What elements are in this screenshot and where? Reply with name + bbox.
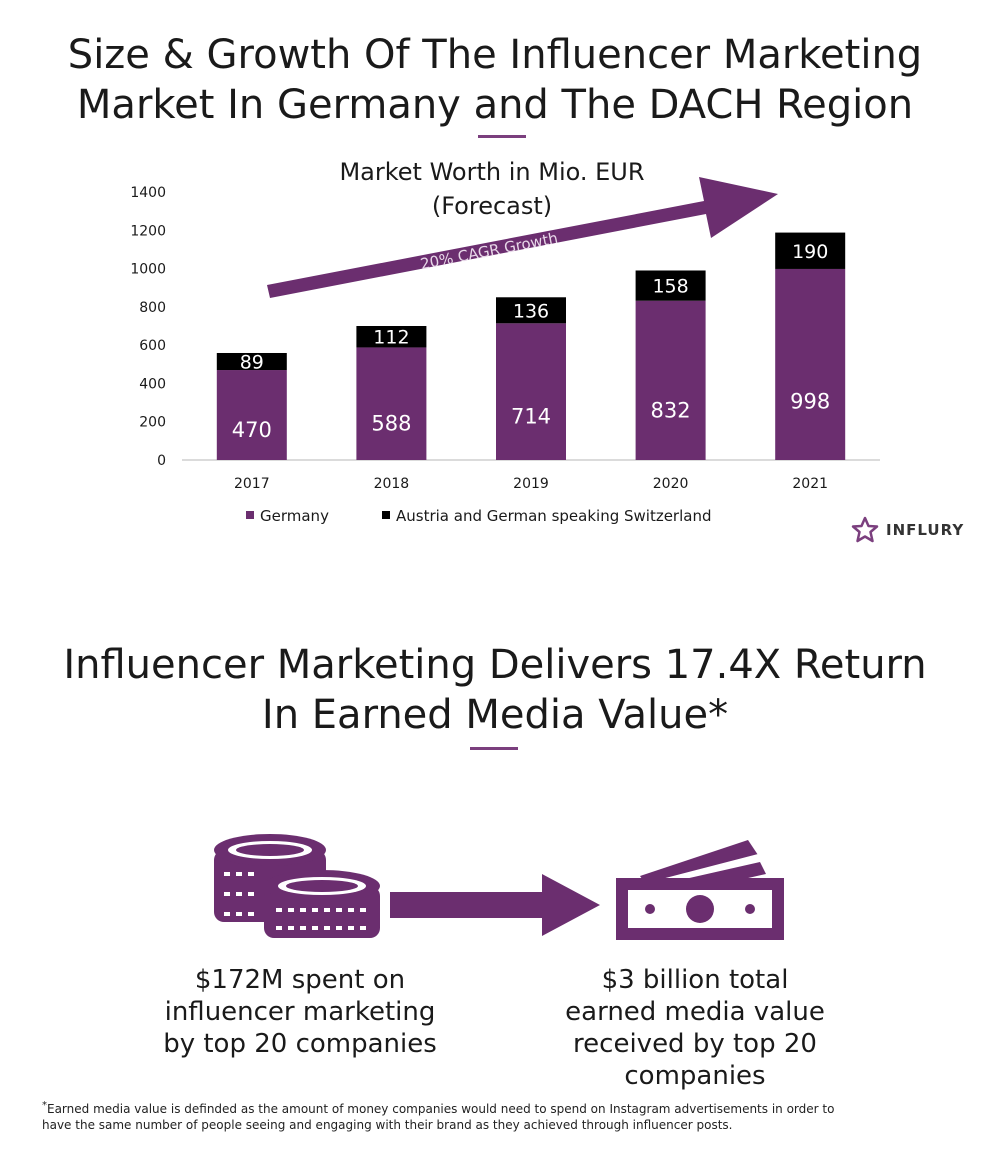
cagr-arrow-shape [267, 177, 778, 298]
bar-austria-switzerland [635, 270, 706, 301]
spend-caption-line: $172M spent on [194, 965, 406, 995]
footnote-marker: * [42, 1100, 47, 1111]
bar-austria-switzerland [216, 352, 287, 371]
data-label-germany: 588 [371, 411, 411, 435]
bar-austria-switzerland [496, 297, 566, 324]
y-tick-label: 200 [139, 415, 166, 431]
bar-germany [216, 370, 287, 460]
bar-austria-switzerland [356, 326, 427, 348]
bar-germany [356, 347, 427, 460]
x-tick-label: 2020 [653, 476, 689, 492]
earned-caption-line: companies [624, 1061, 766, 1091]
y-tick-label: 0 [157, 453, 166, 469]
spend-caption-line: by top 20 companies [163, 1029, 437, 1059]
y-tick-label: 1000 [130, 262, 166, 278]
data-label-austria-switzerland: 158 [652, 276, 688, 298]
data-label-germany: 998 [790, 390, 830, 414]
data-label-austria-switzerland: 89 [240, 352, 264, 374]
data-label-germany: 714 [511, 405, 551, 429]
section2-title-line1: Influencer Marketing Delivers 17.4X Retu… [63, 642, 927, 688]
coins-stack-icon [214, 834, 380, 938]
bar-germany [635, 300, 706, 460]
influry-logo: INFLURY [850, 516, 964, 544]
legend-label: Austria and German speaking Switzerland [396, 507, 711, 525]
y-tick-label: 1400 [130, 185, 166, 201]
y-tick-label: 600 [139, 338, 166, 354]
right-arrow-icon [390, 874, 600, 936]
data-label-austria-switzerland: 112 [373, 327, 409, 349]
chart-title-line2: (Forecast) [432, 192, 552, 220]
earned-caption-line: $3 billion total [601, 965, 789, 995]
x-tick-label: 2018 [374, 476, 410, 492]
market-worth-chart: Market Worth in Mio. EUR (Forecast) 20% … [130, 158, 880, 525]
banknotes-icon [616, 840, 784, 940]
star-logo-icon [851, 516, 879, 543]
brand-name: INFLURY [886, 521, 965, 539]
earned-caption-line: received by top 20 [573, 1029, 817, 1059]
title-underline [478, 135, 526, 138]
footnote: *Earned media value is definded as the a… [42, 1098, 862, 1133]
bar-germany [496, 323, 566, 460]
bar-austria-switzerland [775, 232, 846, 269]
section1-title-line1: Size & Growth Of The Influencer Marketin… [67, 32, 923, 78]
spend-caption-line: influencer marketing [164, 997, 436, 1027]
data-label-germany: 832 [651, 398, 691, 422]
footnote-text: Earned media value is definded as the am… [42, 1102, 835, 1132]
x-tick-label: 2019 [513, 476, 549, 492]
data-label-austria-switzerland: 136 [513, 300, 549, 322]
legend-swatch [382, 511, 390, 519]
x-tick-label: 2017 [234, 476, 270, 492]
y-tick-label: 1200 [130, 223, 166, 239]
chart-title-line1: Market Worth in Mio. EUR [339, 158, 644, 186]
section2-title-line2: In Earned Media Value* [261, 692, 729, 738]
bar-germany [775, 268, 846, 460]
earned-caption-line: earned media value [565, 997, 825, 1027]
title-underline [470, 747, 518, 750]
y-tick-label: 400 [139, 376, 166, 392]
earned-value-caption: $3 billion total earned media value rece… [540, 964, 850, 1092]
legend-label: Germany [260, 507, 329, 525]
y-tick-label: 800 [139, 300, 166, 316]
spend-caption: $172M spent on influencer marketing by t… [150, 964, 450, 1060]
data-label-germany: 470 [232, 418, 272, 442]
legend-swatch [246, 511, 254, 519]
data-label-austria-switzerland: 190 [792, 241, 828, 263]
cagr-annotation: 20% CAGR Growth [419, 229, 560, 273]
section1-title-line2: Market In Germany and The DACH Region [76, 82, 914, 128]
section2-title: Influencer Marketing Delivers 17.4X Retu… [0, 640, 990, 740]
section1-title: Size & Growth Of The Influencer Marketin… [0, 30, 990, 130]
x-tick-label: 2021 [792, 476, 828, 492]
